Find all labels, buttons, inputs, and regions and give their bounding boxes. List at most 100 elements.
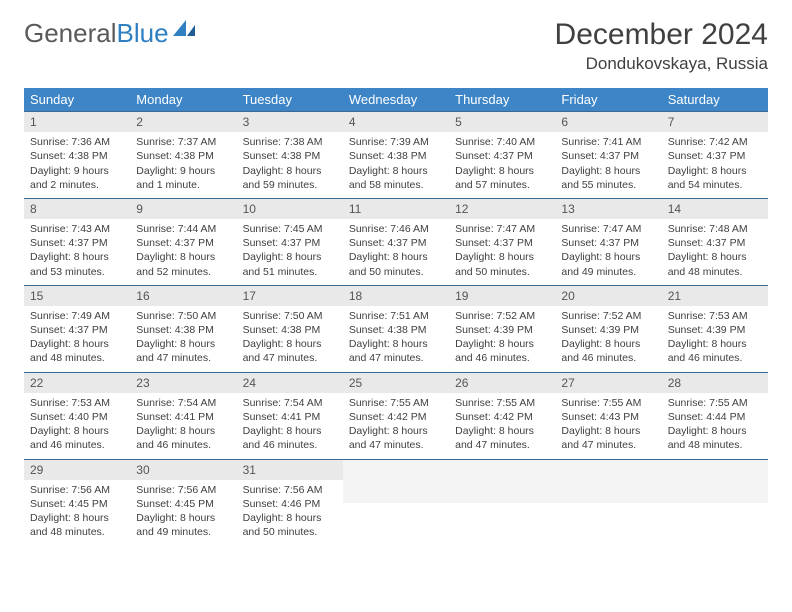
day-number: 22 (24, 372, 130, 393)
sunset-line: Sunset: 4:37 PM (561, 149, 655, 163)
calendar-cell (449, 459, 555, 546)
day-number (555, 459, 661, 480)
day-number: 24 (237, 372, 343, 393)
calendar-row: 22Sunrise: 7:53 AMSunset: 4:40 PMDayligh… (24, 372, 768, 459)
daylight-line: Daylight: 8 hours and 58 minutes. (349, 164, 443, 192)
day-body: Sunrise: 7:44 AMSunset: 4:37 PMDaylight:… (130, 219, 236, 285)
day-body: Sunrise: 7:55 AMSunset: 4:43 PMDaylight:… (555, 393, 661, 459)
weekday-header: Wednesday (343, 88, 449, 111)
calendar-cell: 14Sunrise: 7:48 AMSunset: 4:37 PMDayligh… (662, 198, 768, 285)
sunrise-line: Sunrise: 7:53 AM (30, 396, 124, 410)
day-body (555, 480, 661, 503)
day-body: Sunrise: 7:53 AMSunset: 4:40 PMDaylight:… (24, 393, 130, 459)
calendar-row: 15Sunrise: 7:49 AMSunset: 4:37 PMDayligh… (24, 285, 768, 372)
sunrise-line: Sunrise: 7:46 AM (349, 222, 443, 236)
sunset-line: Sunset: 4:45 PM (30, 497, 124, 511)
daylight-line: Daylight: 8 hours and 49 minutes. (561, 250, 655, 278)
calendar-cell: 9Sunrise: 7:44 AMSunset: 4:37 PMDaylight… (130, 198, 236, 285)
day-number: 6 (555, 111, 661, 132)
day-number: 16 (130, 285, 236, 306)
day-body: Sunrise: 7:40 AMSunset: 4:37 PMDaylight:… (449, 132, 555, 198)
daylight-line: Daylight: 8 hours and 46 minutes. (668, 337, 762, 365)
sunrise-line: Sunrise: 7:40 AM (455, 135, 549, 149)
logo-word2: Blue (117, 18, 169, 49)
weekday-header: Sunday (24, 88, 130, 111)
day-number: 28 (662, 372, 768, 393)
day-number: 25 (343, 372, 449, 393)
sunset-line: Sunset: 4:37 PM (30, 236, 124, 250)
sunrise-line: Sunrise: 7:41 AM (561, 135, 655, 149)
sunrise-line: Sunrise: 7:47 AM (455, 222, 549, 236)
daylight-line: Daylight: 8 hours and 57 minutes. (455, 164, 549, 192)
weekday-header: Friday (555, 88, 661, 111)
sunset-line: Sunset: 4:40 PM (30, 410, 124, 424)
day-body: Sunrise: 7:48 AMSunset: 4:37 PMDaylight:… (662, 219, 768, 285)
daylight-line: Daylight: 8 hours and 52 minutes. (136, 250, 230, 278)
day-body: Sunrise: 7:53 AMSunset: 4:39 PMDaylight:… (662, 306, 768, 372)
calendar-cell: 11Sunrise: 7:46 AMSunset: 4:37 PMDayligh… (343, 198, 449, 285)
sunrise-line: Sunrise: 7:39 AM (349, 135, 443, 149)
calendar-cell (662, 459, 768, 546)
sunset-line: Sunset: 4:45 PM (136, 497, 230, 511)
daylight-line: Daylight: 8 hours and 51 minutes. (243, 250, 337, 278)
day-number: 23 (130, 372, 236, 393)
sunrise-line: Sunrise: 7:45 AM (243, 222, 337, 236)
sunset-line: Sunset: 4:37 PM (455, 149, 549, 163)
day-body: Sunrise: 7:52 AMSunset: 4:39 PMDaylight:… (555, 306, 661, 372)
sunrise-line: Sunrise: 7:55 AM (455, 396, 549, 410)
calendar-table: SundayMondayTuesdayWednesdayThursdayFrid… (24, 88, 768, 545)
day-body: Sunrise: 7:52 AMSunset: 4:39 PMDaylight:… (449, 306, 555, 372)
sunset-line: Sunset: 4:42 PM (349, 410, 443, 424)
sunrise-line: Sunrise: 7:48 AM (668, 222, 762, 236)
calendar-cell: 16Sunrise: 7:50 AMSunset: 4:38 PMDayligh… (130, 285, 236, 372)
sunrise-line: Sunrise: 7:49 AM (30, 309, 124, 323)
day-number: 7 (662, 111, 768, 132)
sunset-line: Sunset: 4:41 PM (136, 410, 230, 424)
daylight-line: Daylight: 9 hours and 2 minutes. (30, 164, 124, 192)
daylight-line: Daylight: 8 hours and 54 minutes. (668, 164, 762, 192)
daylight-line: Daylight: 8 hours and 48 minutes. (30, 337, 124, 365)
sunset-line: Sunset: 4:42 PM (455, 410, 549, 424)
day-body: Sunrise: 7:47 AMSunset: 4:37 PMDaylight:… (555, 219, 661, 285)
calendar-cell: 23Sunrise: 7:54 AMSunset: 4:41 PMDayligh… (130, 372, 236, 459)
daylight-line: Daylight: 8 hours and 50 minutes. (455, 250, 549, 278)
logo-sail-icon (173, 14, 199, 45)
calendar-cell: 6 Sunrise: 7:41 AMSunset: 4:37 PMDaylight… (555, 111, 661, 198)
sunset-line: Sunset: 4:38 PM (136, 323, 230, 337)
day-body: Sunrise: 7:49 AMSunset: 4:37 PMDaylight:… (24, 306, 130, 372)
day-body: Sunrise: 7:54 AMSunset: 4:41 PMDaylight:… (130, 393, 236, 459)
calendar-cell: 19Sunrise: 7:52 AMSunset: 4:39 PMDayligh… (449, 285, 555, 372)
daylight-line: Daylight: 8 hours and 46 minutes. (136, 424, 230, 452)
sunrise-line: Sunrise: 7:53 AM (668, 309, 762, 323)
day-number: 31 (237, 459, 343, 480)
day-number: 1 (24, 111, 130, 132)
calendar-cell: 27Sunrise: 7:55 AMSunset: 4:43 PMDayligh… (555, 372, 661, 459)
calendar-cell: 29Sunrise: 7:56 AMSunset: 4:45 PMDayligh… (24, 459, 130, 546)
calendar-cell: 18Sunrise: 7:51 AMSunset: 4:38 PMDayligh… (343, 285, 449, 372)
day-number: 21 (662, 285, 768, 306)
daylight-line: Daylight: 8 hours and 55 minutes. (561, 164, 655, 192)
day-number: 17 (237, 285, 343, 306)
sunset-line: Sunset: 4:37 PM (349, 236, 443, 250)
sunrise-line: Sunrise: 7:47 AM (561, 222, 655, 236)
sunset-line: Sunset: 4:37 PM (561, 236, 655, 250)
sunset-line: Sunset: 4:38 PM (243, 149, 337, 163)
sunset-line: Sunset: 4:38 PM (136, 149, 230, 163)
day-number: 26 (449, 372, 555, 393)
daylight-line: Daylight: 8 hours and 47 minutes. (349, 424, 443, 452)
day-body (662, 480, 768, 503)
sunrise-line: Sunrise: 7:55 AM (668, 396, 762, 410)
daylight-line: Daylight: 8 hours and 48 minutes. (30, 511, 124, 539)
calendar-cell: 7Sunrise: 7:42 AMSunset: 4:37 PMDaylight… (662, 111, 768, 198)
day-body: Sunrise: 7:39 AMSunset: 4:38 PMDaylight:… (343, 132, 449, 198)
day-body: Sunrise: 7:37 AMSunset: 4:38 PMDaylight:… (130, 132, 236, 198)
calendar-cell: 24Sunrise: 7:54 AMSunset: 4:41 PMDayligh… (237, 372, 343, 459)
sunset-line: Sunset: 4:44 PM (668, 410, 762, 424)
sunrise-line: Sunrise: 7:56 AM (30, 483, 124, 497)
day-body: Sunrise: 7:56 AMSunset: 4:46 PMDaylight:… (237, 480, 343, 546)
sunrise-line: Sunrise: 7:55 AM (349, 396, 443, 410)
day-number: 19 (449, 285, 555, 306)
calendar-cell: 4Sunrise: 7:39 AMSunset: 4:38 PMDaylight… (343, 111, 449, 198)
header: GeneralBlue December 2024 Dondukovskaya,… (24, 18, 768, 74)
day-body: Sunrise: 7:54 AMSunset: 4:41 PMDaylight:… (237, 393, 343, 459)
